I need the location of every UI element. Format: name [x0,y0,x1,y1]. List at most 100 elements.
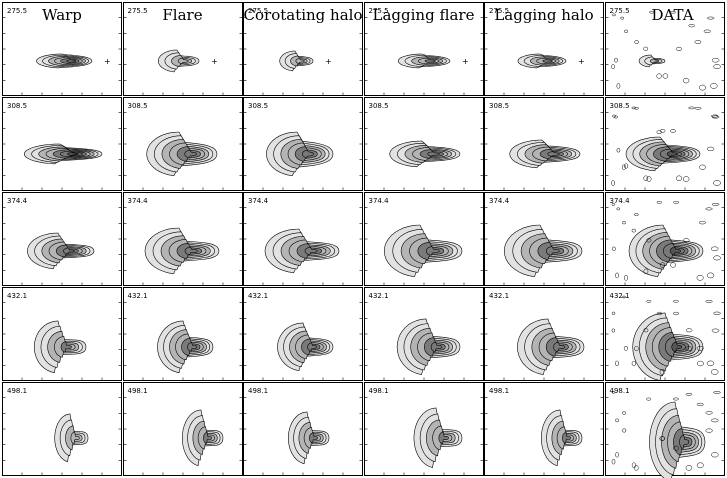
contour-level [307,342,318,352]
column-title: Flare [162,6,203,24]
contour-level [63,247,75,255]
contour-level [309,432,318,444]
velocity-label: 432.1 [248,292,269,300]
velocity-label: 374.4 [127,197,148,205]
noise-contour [685,346,692,351]
noise-contour [712,180,721,186]
noise-contour [696,402,704,406]
panel-frame [604,2,725,96]
noise-contour [712,391,721,394]
channel-panel [243,287,363,381]
panel-frame [2,97,122,191]
noise-contour [685,393,692,396]
contour-level [426,151,440,157]
velocity-label: 275.5 [127,7,148,15]
noise-contour [611,13,616,17]
contour-level [67,152,79,156]
noise-contour [706,360,714,366]
velocity-label: 432.1 [609,292,630,300]
noise-contour [656,311,662,316]
noise-contour [621,411,626,415]
noise-contour [659,129,665,133]
noise-contour [694,107,701,110]
contour-level [202,432,212,444]
contour-level [671,341,682,353]
velocity-label: 374.4 [609,197,630,205]
noise-contour [662,73,668,79]
noise-contour [703,29,711,33]
velocity-label: 498.1 [7,387,28,395]
noise-contour [694,40,701,44]
noise-contour [643,268,648,275]
contour-level [542,59,553,63]
velocity-label: 432.1 [368,292,389,300]
velocity-label: 275.5 [609,7,630,15]
velocity-label: 432.1 [127,292,148,300]
contour-level [302,149,314,158]
noise-contour [611,311,615,315]
noise-contour [696,360,704,367]
column-title: Lagging halo [494,6,594,24]
contour-level [183,149,197,158]
panel-frame [484,2,604,96]
channel-panel [363,382,484,476]
column-title: DATA [651,6,694,24]
noise-contour [672,311,679,316]
noise-contour [710,246,718,252]
velocity-label: 308.5 [7,102,28,110]
noise-contour [672,445,679,451]
noise-contour [687,24,695,28]
noise-contour [643,328,648,333]
contour-level [547,151,560,157]
noise-contour [645,397,651,401]
noise-contour [696,462,704,469]
noise-contour [705,428,713,433]
channel-panel [363,192,484,286]
velocity-label: 308.5 [609,102,630,110]
noise-contour [710,114,718,118]
noise-contour [705,411,713,415]
velocity-label: 498.1 [489,387,510,395]
channel-panel [484,287,604,381]
channel-panel [484,97,604,191]
contour-level [669,247,681,256]
noise-contour [616,83,620,89]
channel-panel [363,287,484,381]
contour-level [60,341,72,353]
channel-panel [122,382,243,476]
channel-panel: + [122,2,243,96]
noise-contour [614,418,619,423]
noise-contour [611,458,615,465]
channel-panel: + [243,2,363,96]
contour-level [186,342,197,352]
noise-contour [696,346,704,351]
noise-contour [687,106,695,110]
contour-level [438,431,449,445]
noise-contour [645,238,651,243]
noise-contour [648,10,654,14]
column-title: Warp [42,6,82,24]
noise-contour [614,452,619,458]
noise-contour [711,328,719,333]
contour-level [545,246,560,256]
noise-contour [710,418,719,423]
panel-frame [363,2,484,96]
center-marker: + [211,57,218,66]
noise-contour [611,328,615,333]
noise-contour [712,255,721,261]
noise-contour [631,228,636,233]
channel-panel [484,192,604,286]
channel-panel: + [484,2,604,96]
noise-contour [642,46,648,51]
channel-panel [2,192,122,286]
velocity-label: 374.4 [489,197,510,205]
channel-panel [2,287,122,381]
channel-panel [122,97,243,191]
contour-level [304,246,318,255]
velocity-label: 275.5 [489,7,510,15]
noise-contour [709,83,717,89]
noise-contour [631,462,636,469]
noise-contour [682,238,689,243]
noise-contour [711,57,719,63]
